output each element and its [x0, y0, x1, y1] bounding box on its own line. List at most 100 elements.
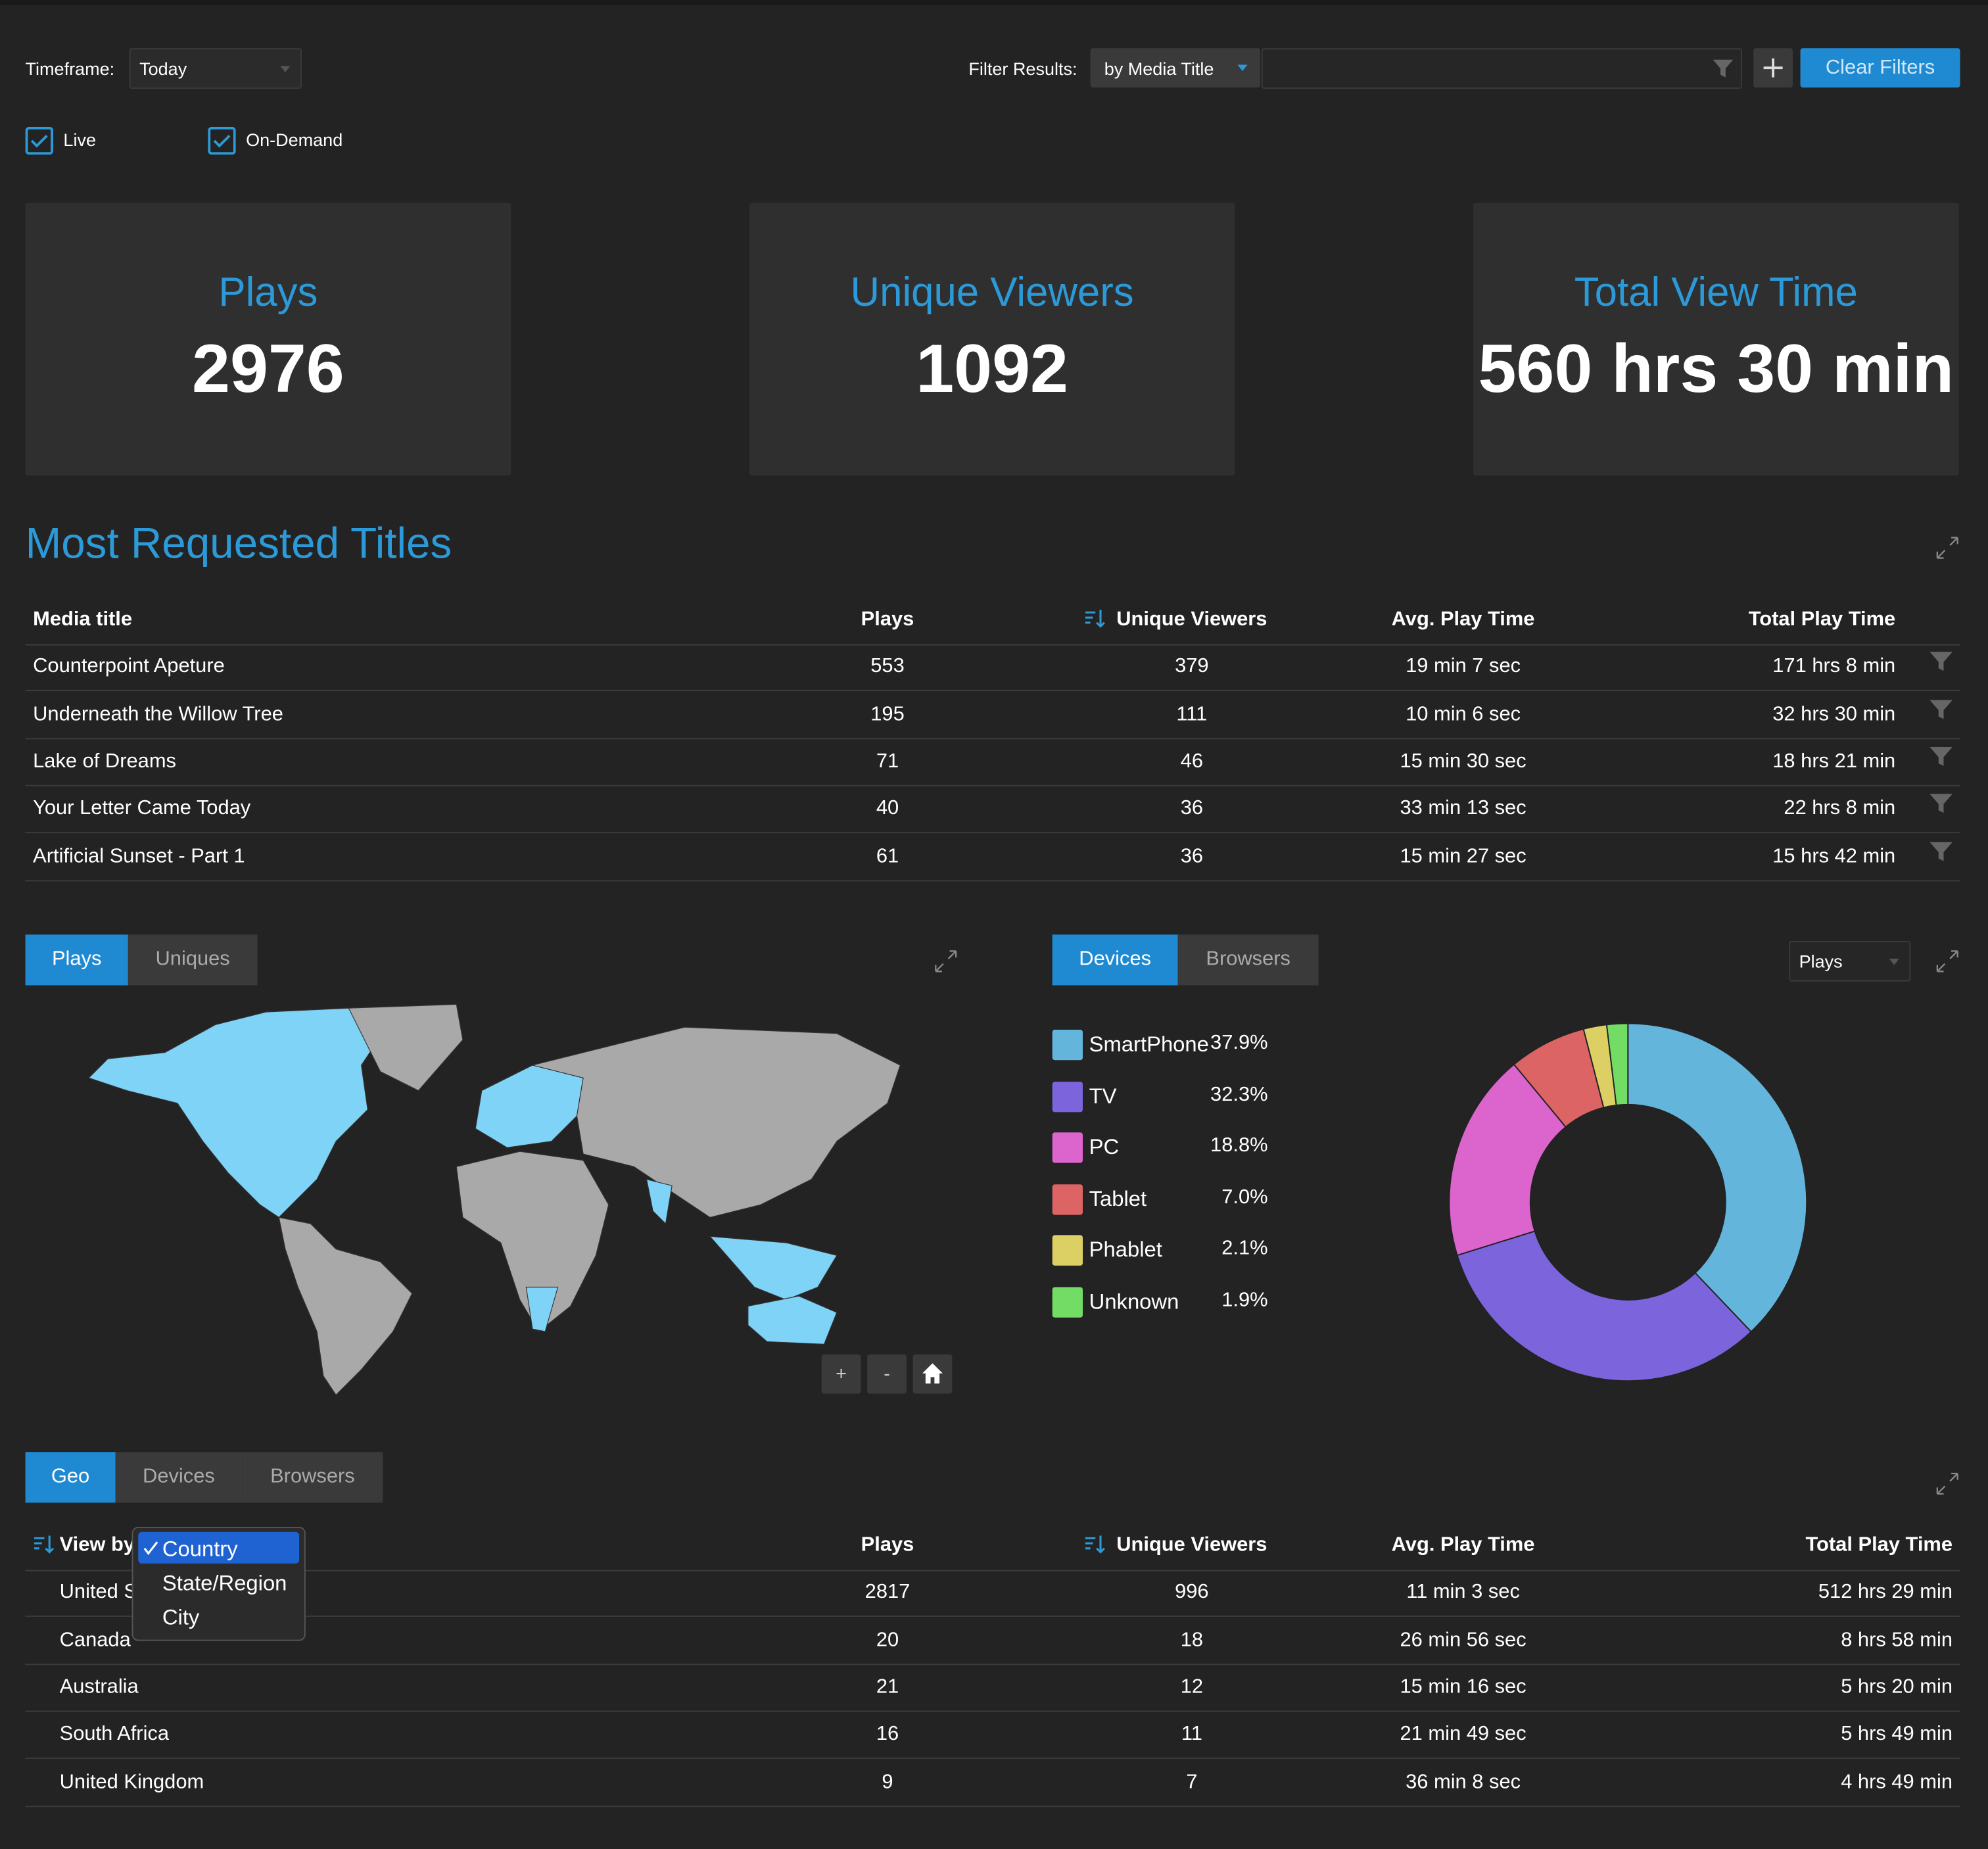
clear-filters-button[interactable]: Clear Filters	[1800, 48, 1960, 88]
home-button[interactable]	[912, 1354, 953, 1394]
table-cell: 22 hrs 8 min	[1784, 798, 1896, 820]
filter-shape	[1929, 746, 1952, 766]
expand-icon[interactable]	[1932, 533, 1962, 563]
table-cell: Australia	[59, 1676, 139, 1698]
kpi-value: 2976	[192, 331, 344, 408]
legend-value: 32.3%	[1210, 1083, 1268, 1105]
column-header: Media title	[33, 608, 133, 631]
row-divider	[25, 879, 1960, 881]
table-cell: 15 min 16 sec	[1400, 1676, 1526, 1698]
column-header: Unique Viewers	[1116, 608, 1267, 631]
donut-slice	[1627, 1022, 1808, 1333]
table-cell: 512 hrs 29 min	[1818, 1581, 1952, 1604]
legend-swatch	[1052, 1184, 1083, 1214]
table-cell: 15 hrs 42 min	[1772, 845, 1896, 867]
timeframe-label: Timeframe:	[25, 58, 115, 79]
expand-icon[interactable]	[1932, 946, 1962, 976]
row-divider	[25, 1710, 1960, 1712]
row-filter-icon[interactable]	[1929, 699, 1952, 720]
filter-input[interactable]	[1261, 48, 1742, 89]
table-cell: 379	[1175, 656, 1209, 678]
zoom-in-button[interactable]: +	[821, 1354, 861, 1394]
legend-swatch	[1052, 1132, 1083, 1163]
caret	[280, 66, 291, 72]
plus-icon	[1763, 58, 1783, 78]
row-filter-icon[interactable]	[1929, 746, 1952, 767]
legend-label: TV	[1089, 1083, 1117, 1108]
legend-label: Unknown	[1089, 1289, 1179, 1314]
table-cell: 171 hrs 8 min	[1772, 656, 1896, 678]
row-filter-icon[interactable]	[1929, 652, 1952, 673]
table-cell: 18	[1180, 1629, 1204, 1651]
row-divider	[25, 737, 1960, 739]
on-demand-checkbox[interactable]	[208, 126, 236, 155]
option[interactable]: City	[162, 1605, 200, 1630]
table-cell: 11	[1181, 1723, 1202, 1746]
filter-by-select[interactable]: by Media Title	[1090, 48, 1260, 88]
table-cell: Canada	[59, 1629, 131, 1651]
donut-slice	[1448, 1063, 1567, 1257]
table-cell: 40	[876, 798, 899, 820]
filter-shape	[1929, 841, 1952, 861]
zoom-out-button[interactable]: -	[867, 1354, 907, 1394]
option[interactable]: State/Region	[162, 1571, 287, 1596]
kpi-card: Plays 2976	[25, 203, 511, 476]
table-cell: 21	[876, 1676, 899, 1698]
devices-tab[interactable]: Devices	[1052, 934, 1178, 986]
devices-tab[interactable]: Browsers	[1177, 934, 1319, 986]
sort-icon	[1085, 610, 1105, 628]
row-divider	[25, 1663, 1960, 1665]
row-divider	[25, 644, 1960, 646]
table-cell: 15 min 27 sec	[1400, 845, 1526, 867]
kpi-value: 1092	[916, 331, 1068, 408]
on-demand-label: On-Demand	[246, 129, 343, 150]
legend-swatch	[1052, 1235, 1083, 1266]
timeframe-select[interactable]: Today	[129, 48, 302, 89]
table-cell: 195	[870, 703, 905, 725]
table-cell: Lake of Dreams	[33, 750, 176, 773]
expand-icon[interactable]	[931, 946, 961, 976]
table-cell: 61	[876, 845, 899, 867]
geo-tab[interactable]: Geo	[25, 1452, 116, 1503]
selected-option[interactable]: Country	[138, 1531, 300, 1564]
table-cell: 36	[1180, 798, 1204, 820]
table-cell: 18 hrs 21 min	[1772, 750, 1896, 773]
legend-value: 1.9%	[1221, 1289, 1268, 1311]
row-filter-icon[interactable]	[1929, 794, 1952, 815]
live-label: Live	[63, 129, 96, 150]
row-divider	[25, 784, 1960, 786]
row-divider	[25, 1616, 1960, 1618]
table-cell: Counterpoint Apeture	[33, 656, 225, 678]
live-checkbox[interactable]	[25, 126, 53, 155]
add-filter-button[interactable]	[1753, 48, 1793, 88]
row-divider	[25, 690, 1960, 692]
table-cell: 32 hrs 30 min	[1772, 703, 1896, 725]
legend-label: Phablet	[1089, 1237, 1162, 1262]
legend-value: 7.0%	[1221, 1186, 1268, 1208]
geo-tab[interactable]: Devices	[115, 1452, 243, 1503]
caret	[1237, 64, 1248, 71]
map-tab[interactable]: Uniques	[128, 934, 258, 986]
table-cell: 33 min 13 sec	[1400, 798, 1526, 820]
filter-label: Filter Results:	[968, 58, 1077, 79]
legend-value: 18.8%	[1210, 1135, 1268, 1157]
map-tab[interactable]: Plays	[25, 934, 128, 986]
top-bar	[0, 0, 1988, 5]
column-header: Avg. Play Time	[1391, 608, 1535, 631]
table-cell: 16	[876, 1723, 899, 1746]
row-filter-icon[interactable]	[1929, 841, 1952, 862]
filter-shape	[1929, 699, 1952, 719]
table-cell: 4 hrs 49 min	[1841, 1771, 1952, 1793]
column-header: Total Play Time	[1805, 1534, 1952, 1556]
expand-icon[interactable]	[1932, 1468, 1962, 1499]
table-cell: Artificial Sunset - Part 1	[33, 845, 245, 867]
geo-tab[interactable]: Browsers	[242, 1452, 383, 1503]
caret	[1889, 958, 1899, 965]
table-cell: 10 min 6 sec	[1406, 703, 1521, 725]
column-header: Total Play Time	[1748, 608, 1896, 631]
sort-stroke	[45, 1547, 55, 1554]
metric-select[interactable]: Plays	[1789, 940, 1911, 982]
check-icon	[143, 1541, 158, 1556]
kpi-card: Total View Time 560 hrs 30 min	[1473, 203, 1959, 476]
row-divider	[25, 1805, 1960, 1807]
